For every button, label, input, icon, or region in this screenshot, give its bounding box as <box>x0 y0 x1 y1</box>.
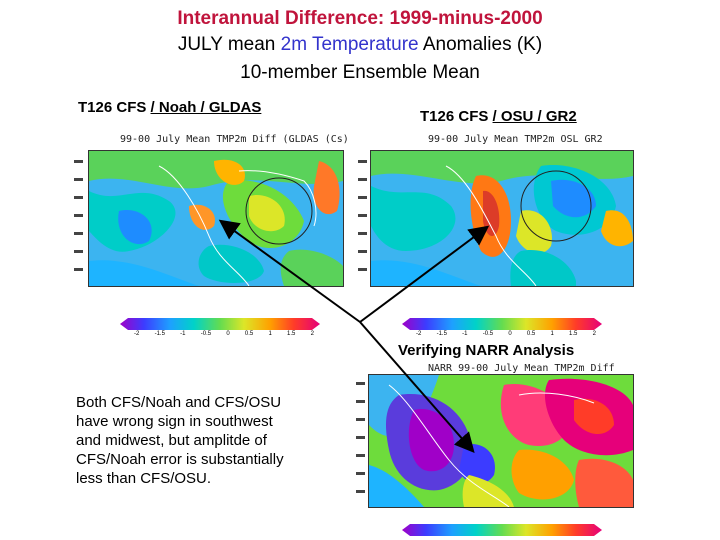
map-title-noah: 99-00 July Mean TMP2m Diff (GLDAS (Cs) <box>120 134 349 145</box>
colorbar-label: 0 <box>226 331 230 337</box>
panel-label-osu: T126 CFS / OSU / GR2 <box>420 108 577 125</box>
colorbar-label: -1 <box>180 331 186 337</box>
map-noah-lat-tick-marks <box>74 160 83 271</box>
colorbar-noah-bar <box>120 318 320 330</box>
map-narr-lat-ticks <box>350 374 368 506</box>
colorbar-label: 0.5 <box>244 331 254 337</box>
colorbar-label: -0.5 <box>482 331 494 337</box>
panel-label-narr: Verifying NARR Analysis <box>398 342 575 359</box>
colorbar-osu-labels: -2 -1.5 -1 -0.5 0 0.5 1 1.5 2 <box>416 331 596 337</box>
slide-title: Interannual Difference: 1999-minus-2000 <box>177 8 543 29</box>
note-line: Both CFS/Noah and CFS/OSU <box>76 394 282 411</box>
colorbar-label: 0 <box>508 331 512 337</box>
colorbar-narr <box>402 524 602 536</box>
colorbar-label: 2 <box>592 331 596 337</box>
panel-label-noah-prefix: T126 CFS <box>78 99 151 116</box>
colorbar-label: -2 <box>134 331 140 337</box>
colorbar-noah-labels: -2 -1.5 -1 -0.5 0 0.5 1 1.5 2 <box>134 331 314 337</box>
map-noah <box>88 150 344 287</box>
colorbar-label: 1 <box>268 331 272 337</box>
slide-subtitle-2: 10-member Ensemble Mean <box>240 62 480 83</box>
arrow-to-osu <box>359 225 490 323</box>
colorbar-label: -1 <box>462 331 468 337</box>
colorbar-label: -2 <box>416 331 422 337</box>
slide-subtitle: JULY mean 2m Temperature Anomalies (K) <box>0 34 720 56</box>
map-osu-field <box>371 151 633 286</box>
explanatory-note: Both CFS/Noah and CFS/OSU have wrong sig… <box>76 393 346 488</box>
subtitle-prefix: JULY mean <box>177 34 281 55</box>
map-osu-lat-tick-marks <box>358 160 367 271</box>
colorbar-narr-bar <box>402 524 602 536</box>
map-noah-field <box>89 151 343 286</box>
map-narr-lat-tick-marks <box>356 382 365 493</box>
arrow-to-narr <box>359 321 475 454</box>
note-line: less than CFS/OSU. <box>76 470 212 487</box>
map-narr <box>368 374 634 508</box>
colorbar-noah <box>120 318 320 330</box>
colorbar-label: 1 <box>550 331 554 337</box>
colorbar-label: 1.5 <box>569 331 578 337</box>
colorbar-label: -1.5 <box>154 331 165 337</box>
colorbar-label: 1.5 <box>287 331 296 337</box>
colorbar-osu <box>402 318 602 330</box>
colorbar-label: -0.5 <box>200 331 212 337</box>
map-osu-lat-ticks <box>352 150 370 285</box>
colorbar-label: -1.5 <box>436 331 447 337</box>
note-line: and midwest, but amplitde of <box>76 432 267 449</box>
panel-label-osu-underlined: / OSU / GR2 <box>492 108 577 125</box>
subtitle-suffix: Anomalies (K) <box>418 34 543 55</box>
colorbar-label: 0.5 <box>526 331 536 337</box>
colorbar-label: 2 <box>310 331 314 337</box>
note-line: have wrong sign in southwest <box>76 413 273 430</box>
map-noah-lat-ticks <box>68 150 86 285</box>
subtitle-highlight: 2m Temperature <box>280 34 419 55</box>
panel-label-noah-underlined: / Noah / GLDAS <box>150 99 262 116</box>
colorbar-osu-bar <box>402 318 602 330</box>
arrow-to-noah <box>218 219 361 323</box>
note-line: CFS/Noah error is substantially <box>76 451 284 468</box>
map-narr-field <box>369 375 633 507</box>
panel-label-osu-prefix: T126 CFS <box>420 108 493 125</box>
panel-label-noah: T126 CFS / Noah / GLDAS <box>78 99 261 116</box>
map-osu <box>370 150 634 287</box>
map-title-osu: 99-00 July Mean TMP2m OSL GR2 <box>428 134 603 145</box>
map-title-narr: NARR 99-00 July Mean TMP2m Diff <box>428 363 615 374</box>
